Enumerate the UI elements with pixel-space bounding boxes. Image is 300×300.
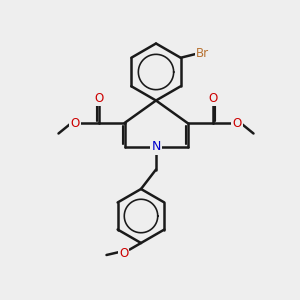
Text: O: O [232,116,242,130]
Text: O: O [119,247,128,260]
Text: N: N [151,140,161,154]
Text: O: O [70,116,80,130]
Text: O: O [208,92,217,105]
Text: O: O [94,92,103,105]
Text: Br: Br [196,47,209,60]
